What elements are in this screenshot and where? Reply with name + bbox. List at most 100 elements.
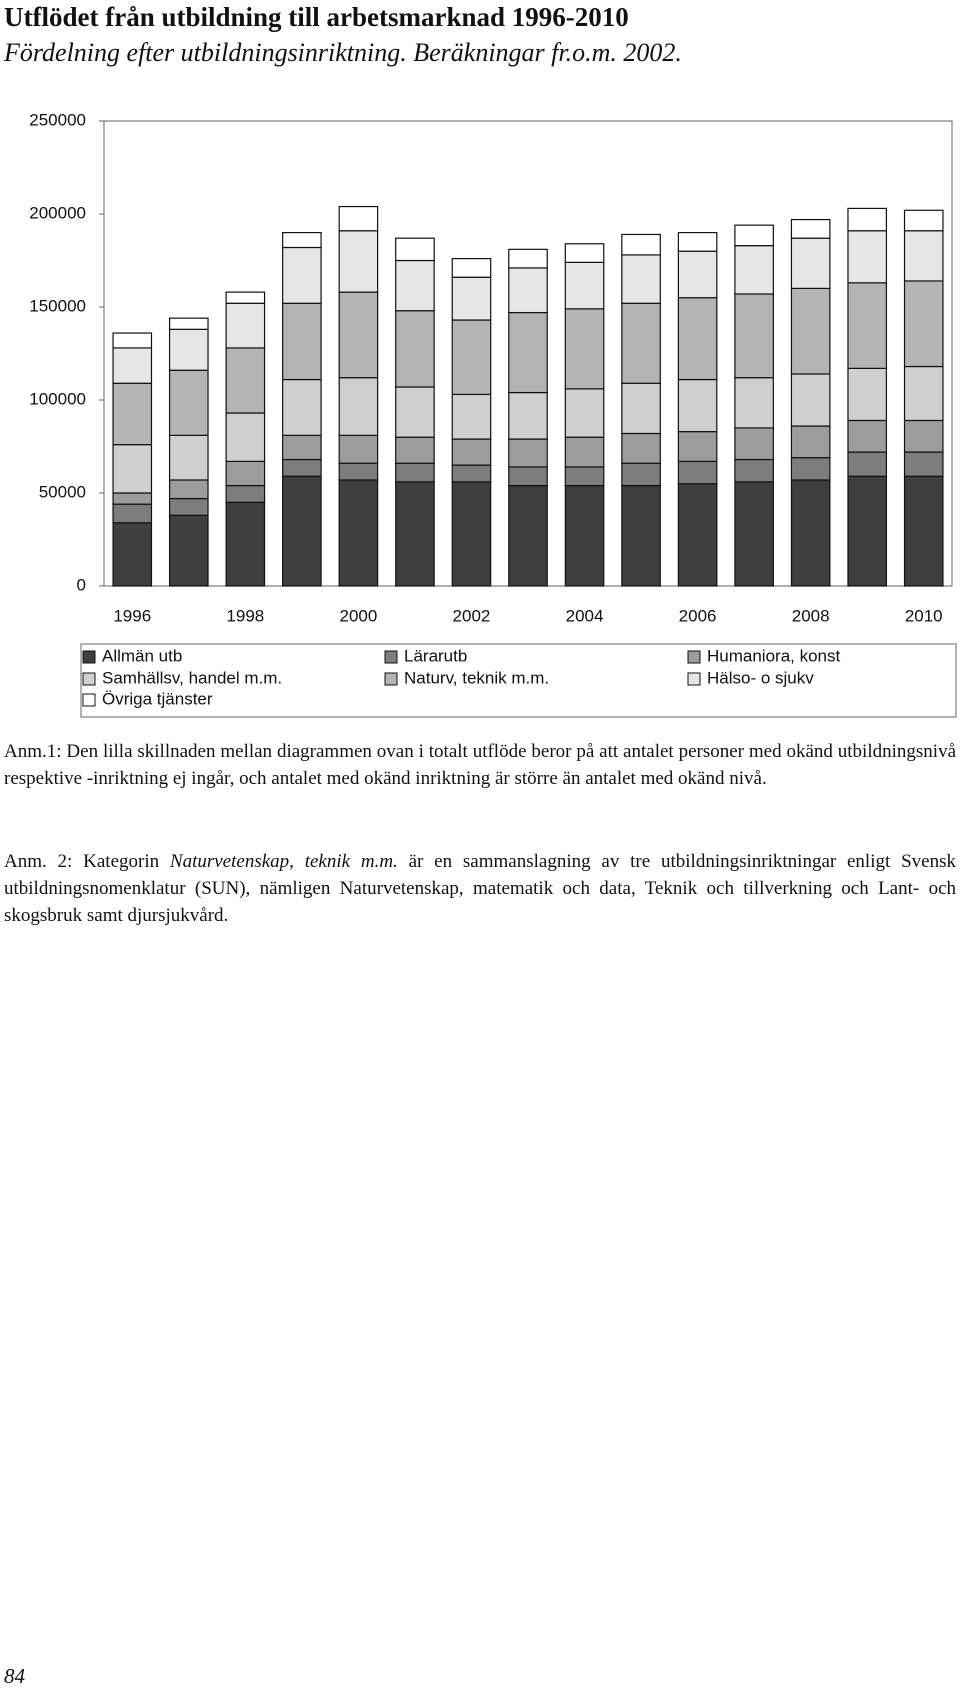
bar-segment <box>395 237 435 262</box>
bar-segment <box>790 218 831 239</box>
note-text: är en sammanslagning av tre utbildningsi… <box>4 851 956 926</box>
y-tick-label: 100000 <box>29 389 86 408</box>
y-tick-label: 0 <box>77 575 86 594</box>
bar-segment <box>282 378 322 436</box>
bar-segment <box>282 232 322 249</box>
legend-label: Humaniora, konst <box>707 646 841 665</box>
bar-segment <box>903 419 944 453</box>
bar-segment <box>847 475 888 587</box>
bar-segment <box>282 458 322 477</box>
bar-segment <box>225 412 266 462</box>
bar-segment <box>168 317 209 330</box>
bar-segment <box>734 458 774 483</box>
bar-segment <box>338 479 379 587</box>
bar-segment <box>790 373 831 427</box>
x-tick-label: 2002 <box>453 606 491 625</box>
bar-segment <box>564 388 605 438</box>
legend-label: Lärarutb <box>404 646 467 665</box>
legend-swatch <box>687 650 701 664</box>
bar-segment <box>225 291 266 304</box>
bar-segment <box>168 434 209 481</box>
bar-segment <box>790 479 831 587</box>
bar-segment <box>677 232 718 252</box>
bar-segment <box>621 462 661 487</box>
bar-segment <box>677 431 718 462</box>
bar-segment <box>168 514 209 587</box>
bar-segment <box>621 302 661 384</box>
bar-segment <box>338 434 379 464</box>
bar-segment <box>282 434 322 461</box>
bar-segment <box>734 224 774 247</box>
bar-segment <box>790 237 831 289</box>
bar-segment <box>621 484 661 587</box>
legend-label: Naturv, teknik m.m. <box>404 668 549 687</box>
bar-segment <box>903 280 944 368</box>
bar-segment <box>451 481 492 587</box>
bar-segment <box>621 233 661 256</box>
legend-label: Samhällsv, handel m.m. <box>102 668 282 687</box>
bar-segment <box>225 460 266 487</box>
page-number: 84 <box>4 1664 25 1688</box>
bar-segment <box>338 291 379 379</box>
bar-segment <box>112 522 153 587</box>
legend-swatch <box>384 672 398 686</box>
legend-frame <box>80 643 957 718</box>
bar-segment <box>112 382 153 446</box>
bar-segment <box>790 457 831 481</box>
bar-segment <box>508 484 548 587</box>
chart-subtitle: Fördelning efter utbildningsinriktning. … <box>4 38 682 67</box>
bar-segment <box>508 438 548 468</box>
bar-segment <box>282 475 322 587</box>
x-tick-label: 2008 <box>792 606 830 625</box>
bar-segment <box>168 497 209 516</box>
bar-segment <box>903 209 944 232</box>
bar-segment <box>677 378 718 433</box>
bar-segment <box>168 479 209 500</box>
bar-segment <box>225 347 266 414</box>
bar-segment <box>508 466 548 487</box>
bar-segment <box>112 444 153 494</box>
bar-segment <box>395 462 435 483</box>
legend-label: Hälso- o sjukv <box>707 668 814 687</box>
x-tick-label: 1998 <box>226 606 264 625</box>
bar-segment <box>903 230 944 282</box>
bar-segment <box>168 328 209 371</box>
legend-swatch <box>82 672 96 686</box>
bar-segment <box>621 382 661 435</box>
bar-segment <box>112 332 153 349</box>
bar-segment <box>225 302 266 349</box>
bar-segment <box>734 245 774 295</box>
legend-label: Allmän utb <box>102 646 182 665</box>
bar-segment <box>338 462 379 481</box>
bar-segment <box>847 451 888 477</box>
bar-segment <box>734 481 774 587</box>
note-italic: Naturvetenskap, teknik m.m. <box>169 851 398 872</box>
bar-segment <box>734 377 774 429</box>
bar-segment <box>508 311 548 394</box>
bar-segment <box>847 367 888 422</box>
bar-segment <box>451 464 492 483</box>
bar-segment <box>395 259 435 312</box>
x-tick-label: 2000 <box>339 606 377 625</box>
bar-segment <box>112 347 153 384</box>
note: Anm. 2: Kategorin Naturvetenskap, teknik… <box>4 848 956 929</box>
y-tick-label: 200000 <box>29 203 86 222</box>
bar-segment <box>790 425 831 459</box>
bar-segment <box>847 282 888 369</box>
y-tick-label: 250000 <box>29 110 86 129</box>
bar-segment <box>903 365 944 422</box>
bar-segment <box>508 267 548 314</box>
bar-segment <box>395 310 435 388</box>
bar-segment <box>564 466 605 487</box>
bar-segment <box>338 377 379 436</box>
bar-segment <box>338 230 379 293</box>
bar-segment <box>564 308 605 390</box>
bar-segment <box>112 492 153 505</box>
chart: 0 50000 100000 150000 200000 250000 1996 1998 20… <box>29 110 957 718</box>
bar-segment <box>677 460 718 485</box>
bar-segment <box>225 484 266 503</box>
bar-segment <box>847 419 888 453</box>
x-tick-label: 1996 <box>113 606 151 625</box>
bar-segment <box>734 427 774 461</box>
